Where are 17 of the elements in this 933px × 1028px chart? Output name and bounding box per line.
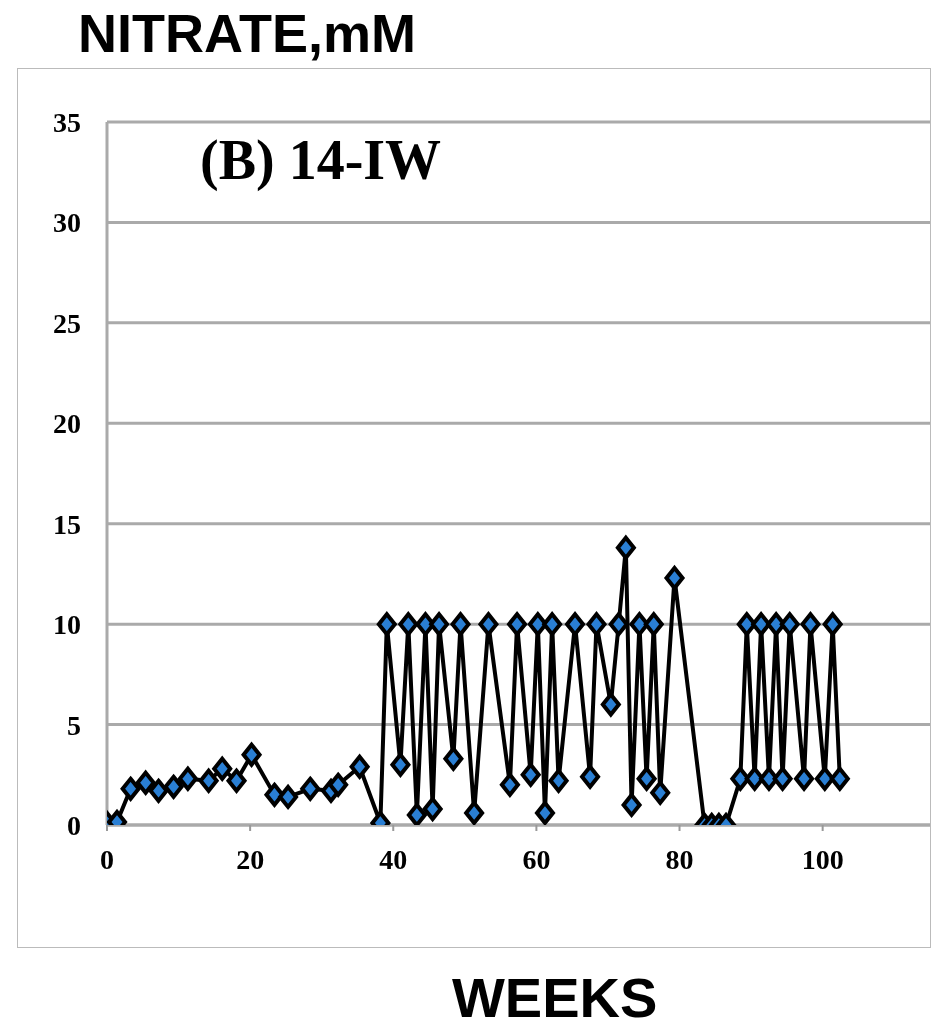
x-tick-label: 20: [236, 843, 265, 875]
chart-title: (B) 14-IW: [200, 128, 442, 192]
y-tick-label: 35: [53, 106, 81, 138]
x-tick-label: 80: [665, 843, 694, 875]
y-tick-label: 0: [67, 809, 81, 841]
x-tick-label: 0: [100, 843, 114, 875]
y-tick-label: 20: [53, 408, 81, 440]
y-tick-label: 5: [67, 709, 81, 741]
x-tick-label: 60: [522, 843, 551, 875]
y-tick-label: 25: [53, 307, 81, 339]
x-tick-label: 40: [379, 843, 408, 875]
y-tick-label: 30: [53, 207, 81, 239]
y-axis-title: NITRATE,mM: [78, 2, 416, 64]
x-axis-title: WEEKS: [452, 965, 658, 1028]
y-tick-label: 15: [53, 508, 81, 540]
x-tick-label: 100: [801, 843, 844, 875]
y-tick-label: 10: [53, 609, 81, 641]
